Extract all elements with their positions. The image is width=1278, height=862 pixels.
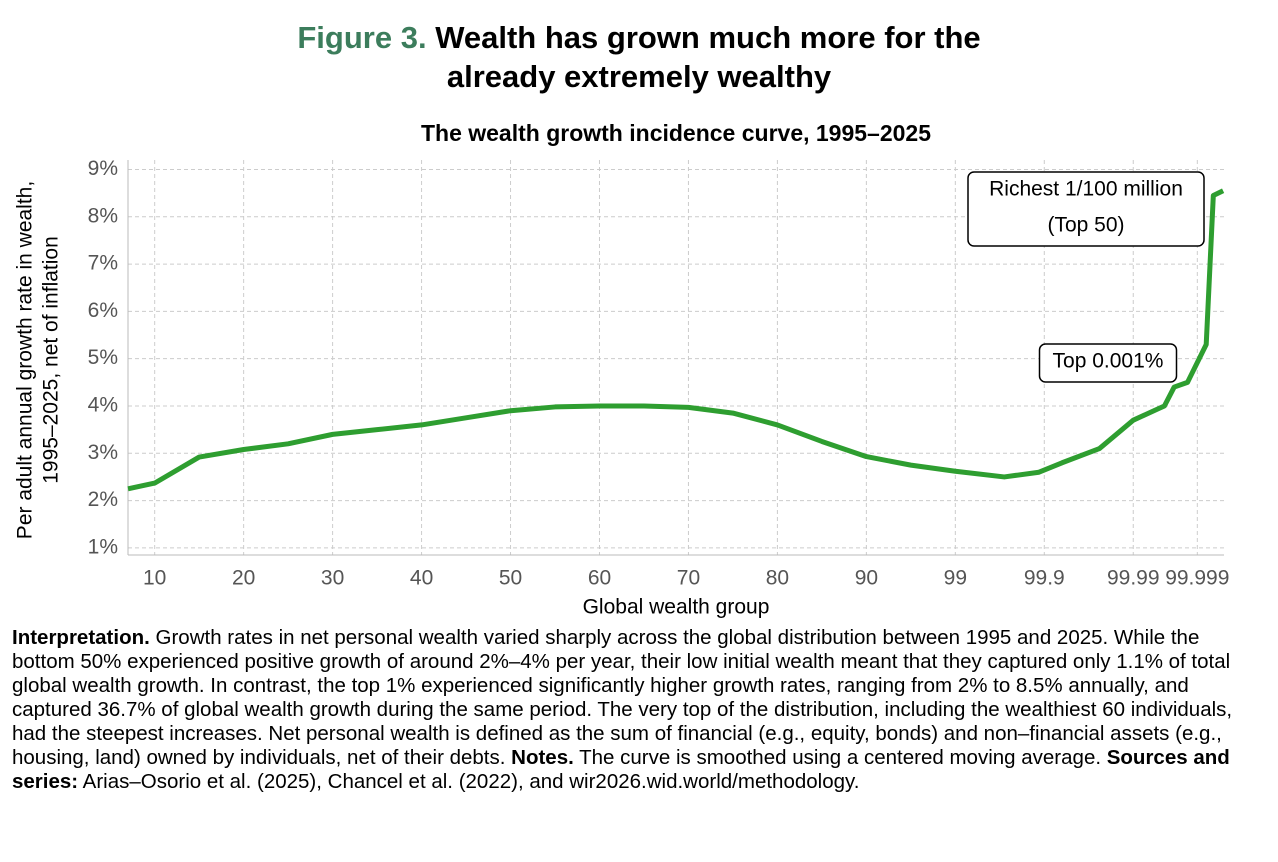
x-tick-label: 70 <box>677 567 700 590</box>
x-tick-label: 90 <box>855 567 878 590</box>
notes-text: Growth rates in net personal wealth vari… <box>12 626 1233 769</box>
notes-heading: Sources and series: <box>12 746 1230 793</box>
y-tick-label: 7% <box>88 252 118 275</box>
x-tick-label: 60 <box>588 567 611 590</box>
notes-heading: Interpretation. <box>12 626 150 649</box>
y-tick-label: 9% <box>88 157 118 180</box>
x-tick-label: 99.999 <box>1165 567 1229 590</box>
y-axis-label: 1995–2025, net of inflation <box>40 236 63 484</box>
annotation: Top 0.001% <box>1053 350 1164 373</box>
x-tick-label: 10 <box>143 567 166 590</box>
y-tick-label: 6% <box>88 299 118 322</box>
notes: Interpretation. Growth rates in net pers… <box>12 626 1262 794</box>
x-tick-label: 99 <box>944 567 967 590</box>
notes-text: Arias–Osorio et al. (2025), Chancel et a… <box>78 770 860 793</box>
y-tick-label: 4% <box>88 394 118 417</box>
x-tick-label: 30 <box>321 567 344 590</box>
notes-heading: Notes. <box>511 746 574 769</box>
x-axis-label: Global wealth group <box>583 596 770 619</box>
x-tick-label: 50 <box>499 567 522 590</box>
annotation: (Top 50) <box>1047 214 1124 237</box>
x-tick-label: 20 <box>232 567 255 590</box>
notes-text: The curve is smoothed using a centered m… <box>573 746 1107 769</box>
y-tick-label: 5% <box>88 346 118 369</box>
y-axis-label: Per adult annual growth rate in wealth, <box>14 181 37 539</box>
subtitle: The wealth growth incidence curve, 1995–… <box>421 120 931 146</box>
x-tick-label: 99.99 <box>1107 567 1160 590</box>
title-text: Wealth has grown much more for the alrea… <box>435 20 981 94</box>
x-tick-label: 80 <box>766 567 789 590</box>
y-tick-label: 2% <box>88 488 118 511</box>
chart: The wealth growth incidence curve, 1995–… <box>14 120 1230 619</box>
y-tick-label: 1% <box>88 535 118 558</box>
x-tick-label: 40 <box>410 567 433 590</box>
y-tick-label: 3% <box>88 441 118 464</box>
y-tick-label: 8% <box>88 204 118 227</box>
line <box>127 188 1225 492</box>
annotation-box <box>1038 343 1178 383</box>
title: Figure 3. Wealth has grown much more for… <box>239 18 1039 96</box>
x-tick-label: 99.9 <box>1024 567 1065 590</box>
title-label: Figure 3. <box>297 20 427 55</box>
annotation-box <box>967 171 1205 247</box>
annotation: Richest 1/100 million <box>989 178 1183 201</box>
